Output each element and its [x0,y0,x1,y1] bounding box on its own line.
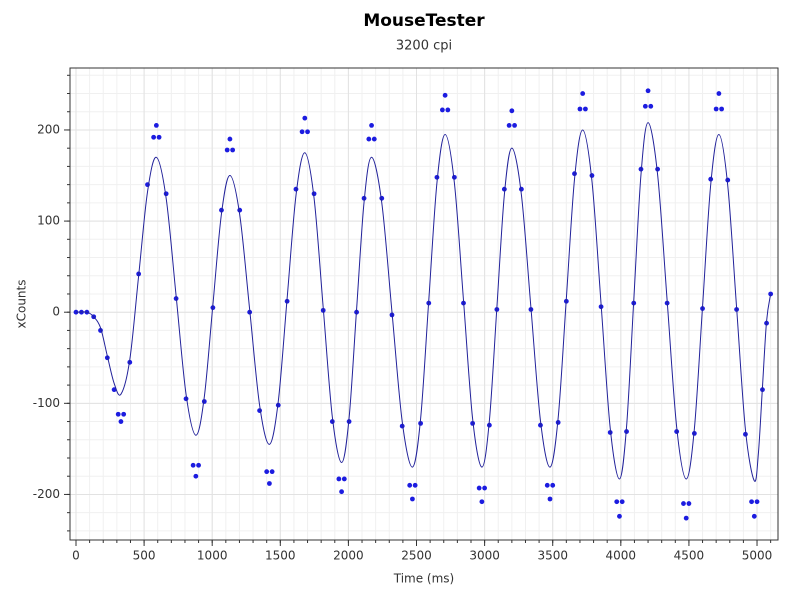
chart-subtitle: 3200 cpi [396,39,452,54]
data-point [299,129,305,135]
x-tick-label: 0 [72,549,80,563]
data-point [470,420,476,426]
data-point [121,411,127,417]
data-point [196,462,201,468]
x-tick-label: 1000 [197,549,228,563]
fit-line [75,122,772,482]
y-tick-label: 100 [37,214,60,228]
y-tick-label: 0 [52,305,60,319]
data-point [648,103,654,109]
x-axis-label: Time (ms) [393,572,455,586]
data-point [619,499,625,505]
y-tick-label: 200 [37,122,60,136]
data-point [506,123,512,128]
data-point [476,485,482,491]
data-point [111,387,117,393]
data-point [580,91,586,96]
data-point [512,123,517,128]
data-point [410,496,415,502]
data-point [509,108,515,114]
plot-background [70,68,778,540]
data-point [749,499,754,505]
data-point [305,129,310,135]
data-point [577,106,583,112]
data-point [341,476,347,482]
data-point [230,147,236,153]
data-point [550,482,556,488]
data-point [439,107,445,113]
x-tick-label: 2500 [401,549,432,563]
data-point [269,469,275,475]
x-tick-label: 4500 [674,549,705,563]
data-point [617,513,622,519]
data-point [719,106,725,112]
data-point [683,515,689,521]
data-point [686,501,692,506]
data-point [442,92,448,98]
data-point [156,134,162,140]
data-point [445,107,451,113]
x-tick-label: 2000 [333,549,364,563]
data-point [434,174,440,180]
data-point [547,496,553,502]
data-point [118,419,124,424]
x-tick-label: 500 [133,549,156,563]
y-tick-label: -200 [33,487,60,501]
data-point [366,136,372,142]
data-point [412,482,418,488]
data-point [708,176,714,182]
data-point [681,501,686,506]
data-point [190,462,196,468]
data-point [193,473,199,479]
y-tick-label: -100 [33,396,60,410]
x-tick-label: 4000 [606,549,637,563]
data-point [479,499,485,505]
data-point [713,106,719,112]
data-point [339,489,344,495]
data-point [407,482,413,488]
data-point [267,481,272,486]
y-axis-label: xCounts [15,280,29,329]
data-point [544,482,550,488]
data-point [227,136,233,142]
x-tick-label: 3000 [469,549,500,563]
data-point [369,123,374,128]
data-point [153,123,159,128]
data-point [754,499,760,505]
data-point [257,408,262,414]
data-point [302,115,308,121]
plot-frame [69,67,779,541]
x-tick-label: 5000 [742,549,773,563]
data-point [293,186,299,192]
data-point [645,88,651,94]
data-point [151,134,157,140]
data-point [751,513,757,519]
x-tick-label: 1500 [265,549,296,563]
data-point [115,411,121,417]
data-point [501,186,507,192]
data-point [642,103,648,109]
data-point [614,499,620,505]
data-point [336,476,342,482]
data-point [371,136,377,142]
data-point [482,485,488,491]
chart-title: MouseTester [363,11,485,31]
x-tick-label: 3500 [537,549,568,563]
data-point [224,147,230,153]
data-point [716,91,722,96]
data-point [264,469,270,475]
data-point [583,106,588,112]
data-point [572,171,577,177]
